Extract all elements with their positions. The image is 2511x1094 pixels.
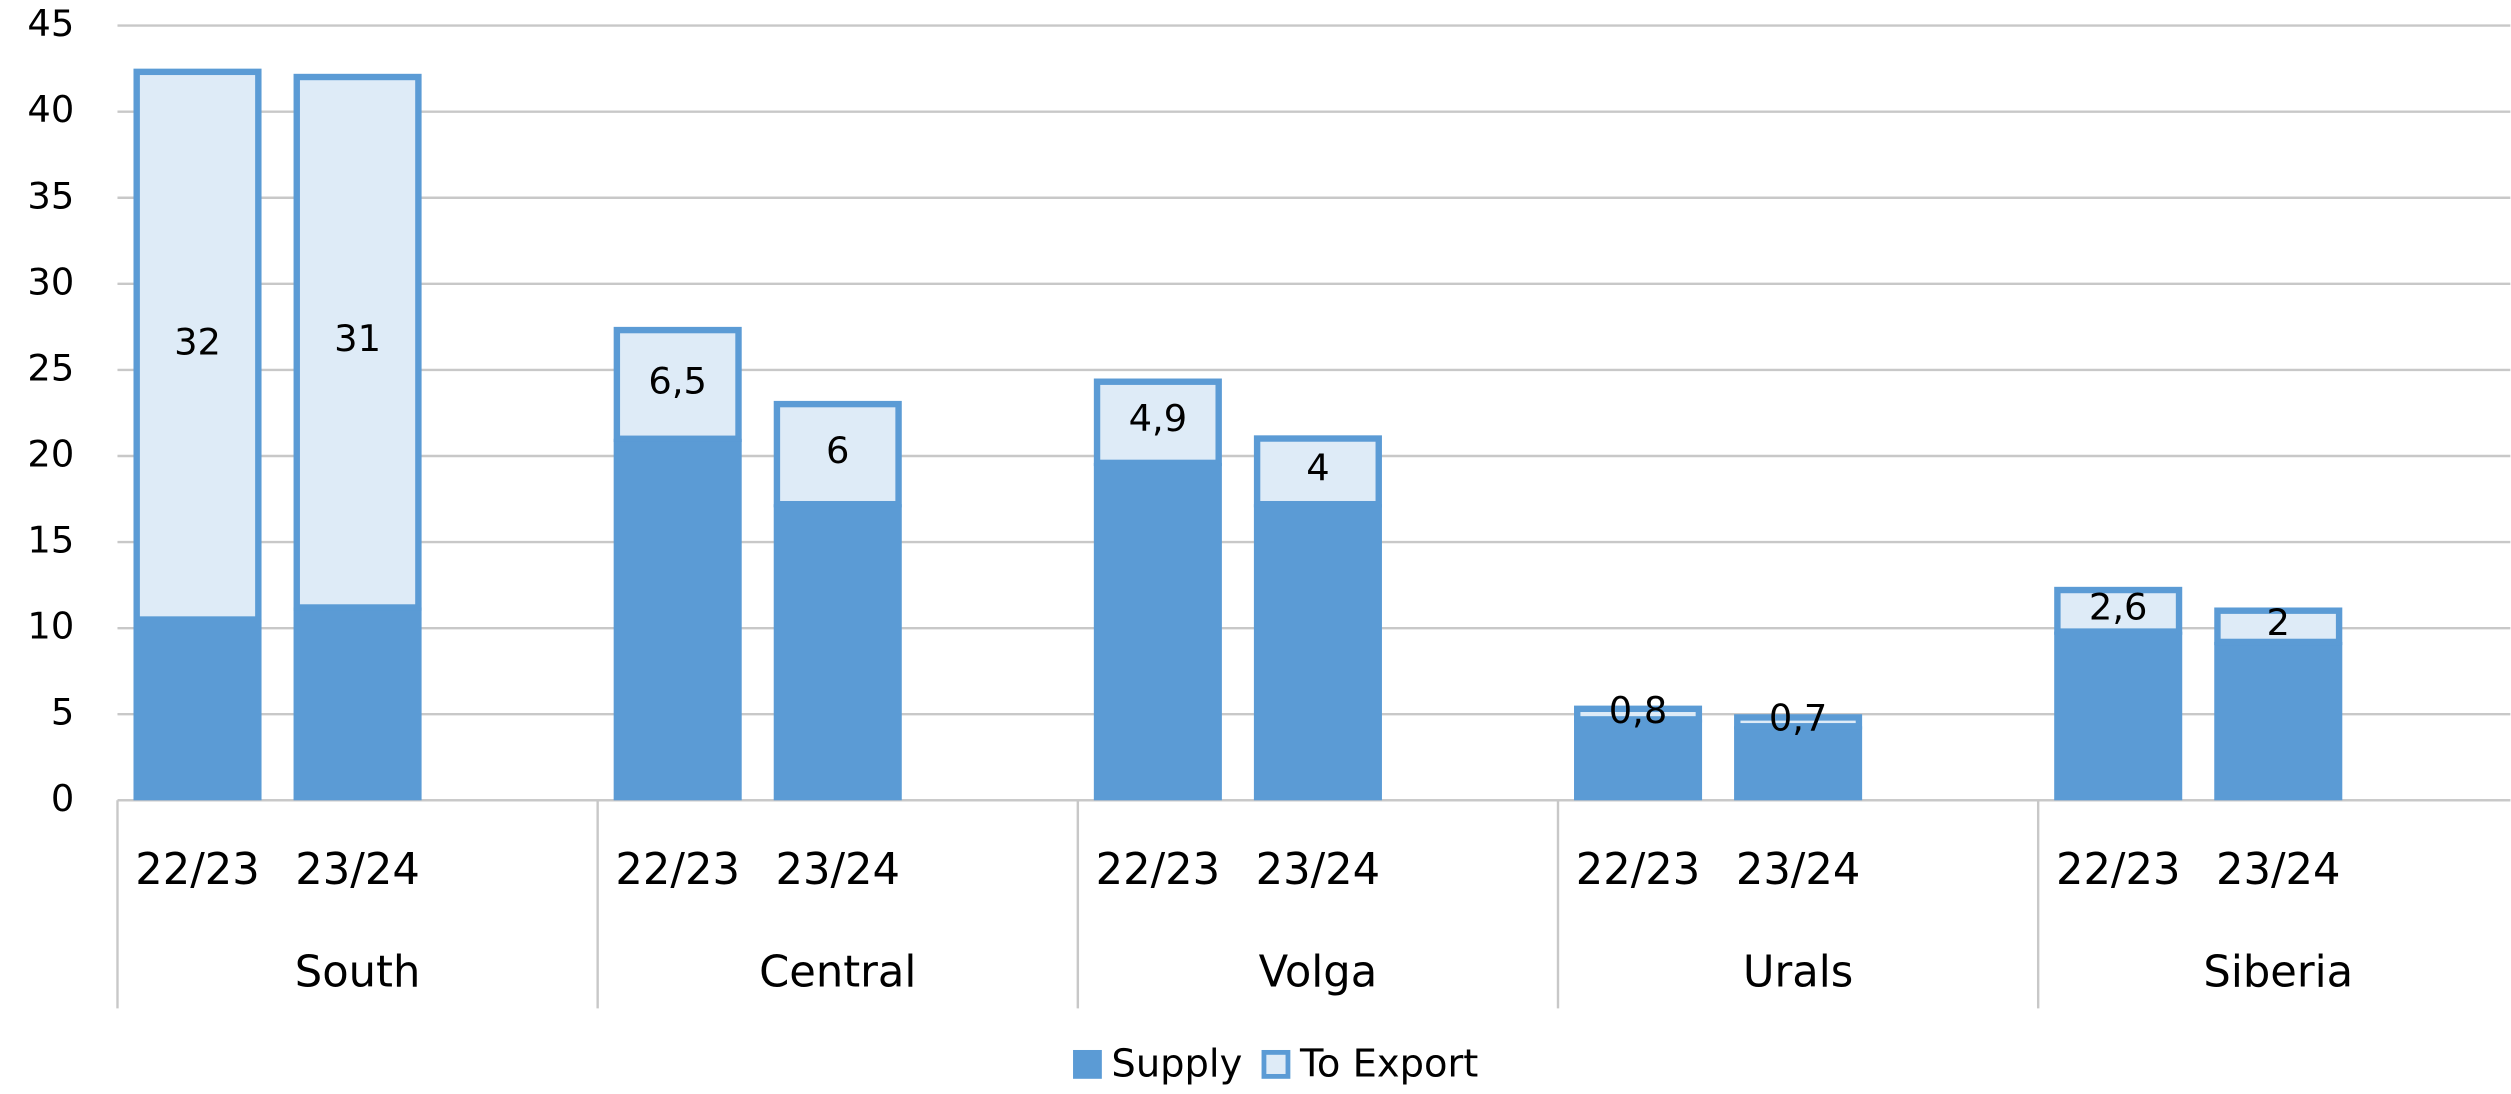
group-label: Urals bbox=[1743, 947, 1853, 997]
bar-segment bbox=[1734, 714, 1863, 730]
y-tick-label: 30 bbox=[27, 260, 74, 303]
x-tick-label: 22/23 bbox=[615, 845, 740, 895]
group-label: Volga bbox=[1259, 947, 1378, 997]
bar-segment bbox=[1253, 504, 1382, 801]
bar-segment bbox=[1574, 719, 1703, 801]
y-tick-label: 10 bbox=[27, 605, 74, 648]
x-tick-label: 23/24 bbox=[775, 845, 900, 895]
data-label: 2,6 bbox=[2089, 586, 2148, 629]
bar-segment bbox=[773, 400, 902, 508]
bar-segment bbox=[1574, 705, 1703, 723]
y-tick-label: 5 bbox=[51, 691, 74, 734]
data-label: 4,9 bbox=[1129, 397, 1188, 440]
data-label: 6,5 bbox=[648, 359, 707, 402]
legend-swatch bbox=[1073, 1049, 1102, 1079]
legend-label: Supply bbox=[1111, 1041, 1242, 1086]
y-tick-label: 0 bbox=[51, 777, 74, 820]
bar-segment bbox=[293, 607, 422, 801]
data-label: 6 bbox=[826, 429, 849, 472]
data-label: 32 bbox=[174, 321, 221, 364]
bar-segment bbox=[293, 73, 422, 611]
x-tick-label: 22/23 bbox=[1576, 845, 1701, 895]
group-label: Central bbox=[759, 947, 916, 997]
legend-swatch bbox=[1261, 1049, 1291, 1079]
x-tick-label: 22/23 bbox=[135, 845, 260, 895]
bar-segment bbox=[1253, 435, 1382, 508]
bar-segment bbox=[613, 438, 742, 801]
group-label: Siberia bbox=[2203, 947, 2353, 997]
bar-segment bbox=[2054, 631, 2183, 801]
bar-segment bbox=[2054, 586, 2183, 635]
x-tick-label: 22/23 bbox=[1096, 845, 1221, 895]
legend-label: To Export bbox=[1299, 1041, 1478, 1086]
bar-segment bbox=[2214, 607, 2343, 646]
bar-segment bbox=[1093, 462, 1222, 801]
bar-segment bbox=[133, 68, 262, 623]
y-tick-label: 45 bbox=[27, 2, 74, 45]
bar-segment bbox=[613, 326, 742, 442]
x-tick-label: 23/24 bbox=[1736, 845, 1861, 895]
bar-segment bbox=[1093, 378, 1222, 467]
y-tick-label: 25 bbox=[27, 346, 74, 389]
data-label: 0,8 bbox=[1609, 689, 1668, 732]
data-label: 31 bbox=[334, 317, 381, 360]
bar-segment bbox=[1734, 726, 1863, 801]
y-tick-label: 35 bbox=[27, 174, 74, 217]
y-tick-label: 20 bbox=[27, 432, 74, 475]
x-tick-label: 23/24 bbox=[295, 845, 420, 895]
y-tick-label: 15 bbox=[27, 519, 74, 562]
x-tick-label: 22/23 bbox=[2056, 845, 2181, 895]
bar-segment bbox=[773, 504, 902, 801]
x-tick-label: 23/24 bbox=[1256, 845, 1381, 895]
data-label: 0,7 bbox=[1769, 697, 1828, 740]
bar-segment bbox=[133, 619, 262, 801]
y-tick-label: 40 bbox=[27, 88, 74, 131]
data-label: 4 bbox=[1306, 446, 1329, 489]
data-label: 2 bbox=[2267, 601, 2290, 644]
x-tick-label: 23/24 bbox=[2216, 845, 2341, 895]
bar-segment bbox=[2214, 641, 2343, 801]
group-label: South bbox=[295, 947, 421, 997]
